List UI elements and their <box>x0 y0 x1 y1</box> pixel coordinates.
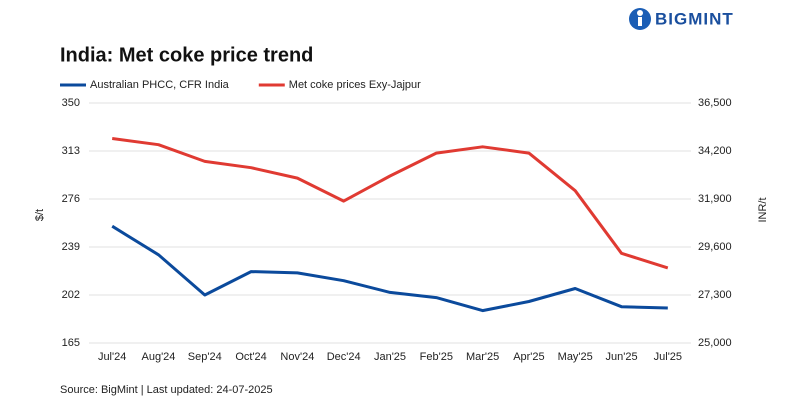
x-tick-label: Apr'25 <box>513 351 544 363</box>
x-tick-label: Nov'24 <box>280 351 314 363</box>
y2-tick-label: 31,900 <box>698 193 732 205</box>
chart-title: India: Met coke price trend <box>60 44 313 66</box>
y2-axis-title: INR/t <box>757 197 769 222</box>
y2-tick-label: 36,500 <box>698 97 732 109</box>
x-tick-label: Jul'24 <box>98 351 126 363</box>
x-tick-label: Jun'25 <box>605 351 637 363</box>
legend-label: Australian PHCC, CFR India <box>90 79 230 91</box>
x-tick-label: Mar'25 <box>466 351 499 363</box>
brand: BIGMINT <box>655 9 734 28</box>
legend-label: Met coke prices Exy-Jajpur <box>289 79 421 91</box>
x-tick-label: May'25 <box>558 351 593 363</box>
series-line <box>112 137 669 270</box>
logo-icon-dot <box>637 10 643 16</box>
x-tick-label: Sep'24 <box>188 351 222 363</box>
logo-icon-bar <box>638 17 642 26</box>
y2-tick-label: 29,600 <box>698 241 732 253</box>
x-tick-label: Aug'24 <box>142 351 176 363</box>
y-axis-title: $/t <box>34 209 46 221</box>
series-line <box>111 224 668 313</box>
y-tick-label: 239 <box>62 241 80 253</box>
y-tick-label: 202 <box>62 289 80 301</box>
y-tick-label: 313 <box>62 145 80 157</box>
y-tick-label: 165 <box>62 337 80 349</box>
x-tick-label: Dec'24 <box>327 351 361 363</box>
source-note: Source: BigMint | Last updated: 24-07-20… <box>60 384 273 396</box>
x-tick-label: Jan'25 <box>374 351 406 363</box>
y2-tick-label: 34,200 <box>698 145 732 157</box>
y2-tick-label: 25,000 <box>698 337 732 349</box>
x-tick-label: Oct'24 <box>235 351 266 363</box>
y-tick-label: 350 <box>62 97 80 109</box>
y-tick-label: 276 <box>62 193 80 205</box>
x-tick-label: Jul'25 <box>654 351 682 363</box>
y2-tick-label: 27,300 <box>698 289 732 301</box>
x-tick-label: Feb'25 <box>420 351 453 363</box>
